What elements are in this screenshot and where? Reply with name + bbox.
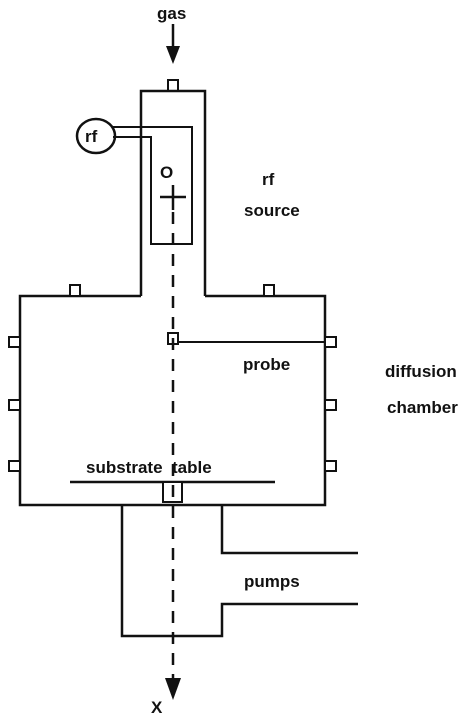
- substrate-table-label: substrate table: [86, 458, 212, 477]
- chamber-right-port-3: [324, 460, 337, 472]
- rf-source-label-line2: source: [244, 201, 300, 220]
- diffusion-chamber-outline: [18, 294, 327, 507]
- pump-housing-outline: [120, 505, 358, 638]
- rf-generator-label: rf: [85, 127, 98, 146]
- axis-arrowhead: [165, 678, 181, 700]
- gas-inlet-arrow: [166, 24, 180, 64]
- axis-label: X: [151, 698, 163, 717]
- probe-label: probe: [243, 355, 290, 374]
- pump-upper-duct: [220, 505, 358, 555]
- chamber-top-port-left: [69, 284, 81, 297]
- chamber-left-port-2: [8, 399, 21, 411]
- gas-label: gas: [157, 4, 186, 23]
- rf-coil-region: [113, 126, 193, 245]
- origin-label: O: [160, 163, 173, 182]
- chamber-right-port-2: [324, 399, 337, 411]
- source-tube-outline: [139, 89, 207, 296]
- pumps-label: pumps: [244, 572, 300, 591]
- diffusion-label-line2: chamber: [387, 398, 458, 417]
- rf-generator-icon: [75, 117, 117, 155]
- source-top-port: [167, 79, 179, 92]
- probe: [167, 332, 325, 345]
- chamber-left-port-1: [8, 336, 21, 348]
- chamber-right-port-1: [324, 336, 337, 348]
- chamber-top-port-right: [263, 284, 275, 297]
- chamber-left-port-3: [8, 460, 21, 472]
- origin-cross-icon: [160, 185, 186, 210]
- diffusion-label-line1: diffusion: [385, 362, 457, 381]
- rf-source-label-line1: rf: [262, 170, 275, 189]
